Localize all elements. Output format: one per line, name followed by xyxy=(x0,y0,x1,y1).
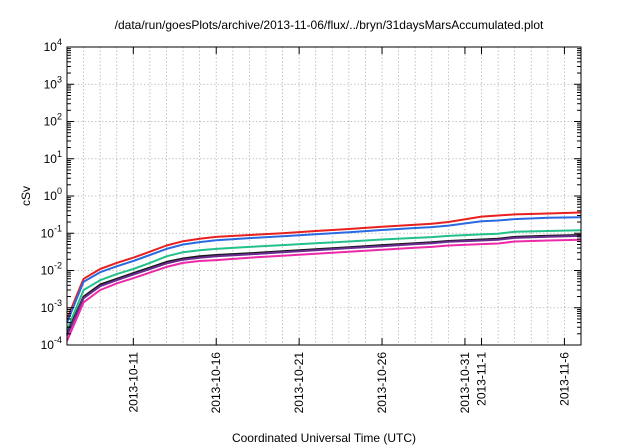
series-group xyxy=(66,211,582,342)
x-tick-labels: 2013-10-11 2013-10-16 2013-10-21 2013-10-26… xyxy=(126,352,571,414)
y-tick-label: 10-2 xyxy=(41,261,62,278)
series-line-5 xyxy=(66,234,582,336)
x-tick-label: 2013-11-6 xyxy=(557,352,571,406)
series-line-2 xyxy=(66,216,582,323)
y-tick-label: 10-1 xyxy=(41,223,62,240)
y-tick-label: 10-4 xyxy=(41,335,62,352)
chart-title: /data/run/goesPlots/archive/2013-11-06/f… xyxy=(115,18,544,32)
x-tick-label: 2013-10-31 xyxy=(458,352,472,414)
series-line-1 xyxy=(66,211,582,320)
grid xyxy=(67,47,581,345)
x-tick-label: 2013-10-16 xyxy=(209,352,223,414)
axis-ticks xyxy=(67,46,581,346)
series-line-3 xyxy=(66,229,582,331)
y-tick-label: 103 xyxy=(44,74,62,91)
x-axis-label: Coordinated Universal Time (UTC) xyxy=(232,431,416,445)
x-tick-label: 2013-10-11 xyxy=(126,352,140,413)
y-tick-label: 100 xyxy=(44,186,62,203)
y-tick-labels: 10-4 10-3 10-2 10-1 100 101 102 103 104 xyxy=(41,37,62,352)
y-tick-label: 101 xyxy=(44,149,62,166)
y-axis-label: cSv xyxy=(19,186,33,206)
series-line-6 xyxy=(66,238,582,342)
y-tick-label: 104 xyxy=(44,37,62,54)
y-tick-label: 10-3 xyxy=(41,298,62,315)
x-tick-label: 2013-10-21 xyxy=(292,352,306,414)
x-tick-label: 2013-11-1 xyxy=(475,352,489,406)
y-tick-label: 102 xyxy=(44,112,62,129)
x-tick-label: 2013-10-26 xyxy=(375,352,389,414)
